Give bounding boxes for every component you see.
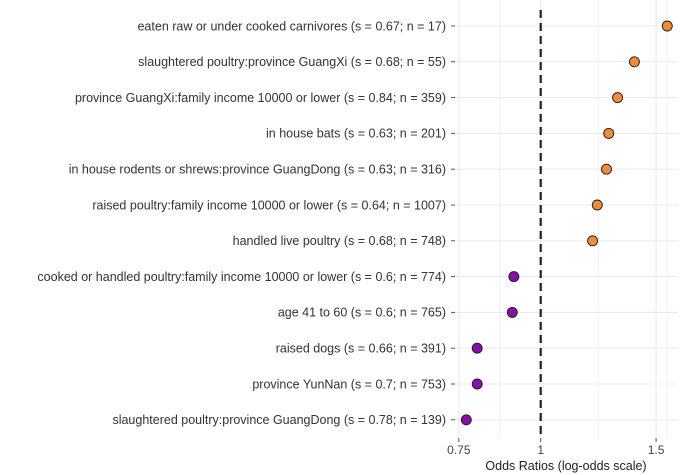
x-tick-label: 0.75 (447, 443, 471, 457)
row-label: raised dogs (s = 0.66; n = 391) (276, 342, 446, 356)
row-label: province YunNan (s = 0.7; n = 753) (252, 377, 446, 391)
plot-panel (455, 0, 678, 438)
data-point (508, 271, 520, 283)
data-point (506, 306, 518, 318)
x-axis: Odds Ratios (log-odds scale) 0.75 1 1.5 (447, 438, 665, 473)
row-label: eaten raw or under cooked carnivores (s … (137, 19, 446, 33)
x-tick-label: 1 (537, 443, 544, 457)
row-label: age 41 to 60 (s = 0.6; n = 765) (278, 306, 446, 320)
data-points (460, 20, 673, 426)
x-axis-title: Odds Ratios (log-odds scale) (485, 459, 646, 473)
row-label: province GuangXi:family income 10000 or … (75, 91, 446, 105)
data-point (471, 378, 483, 390)
row-labels: eaten raw or under cooked carnivores (s … (37, 19, 455, 427)
x-tick-label: 1.5 (648, 443, 665, 457)
data-point (601, 163, 612, 175)
row-label: raised poultry:family income 10000 or lo… (92, 198, 446, 212)
row-label: in house rodents or shrews:province Guan… (69, 163, 446, 177)
data-point (460, 414, 472, 426)
row-label: slaughtered poultry:province GuangXi (s … (138, 55, 446, 69)
data-point (612, 92, 623, 104)
data-point (471, 342, 483, 354)
data-point (603, 127, 615, 139)
data-point (661, 20, 673, 32)
row-label: in house bats (s = 0.63; n = 201) (266, 127, 446, 141)
data-point (628, 56, 640, 68)
row-label: handled live poultry (s = 0.68; n = 748) (233, 234, 446, 248)
data-point (591, 199, 603, 211)
row-label: slaughtered poultry:province GuangDong (… (112, 413, 446, 427)
data-point (587, 235, 599, 247)
row-label: cooked or handled poultry:family income … (37, 270, 446, 284)
